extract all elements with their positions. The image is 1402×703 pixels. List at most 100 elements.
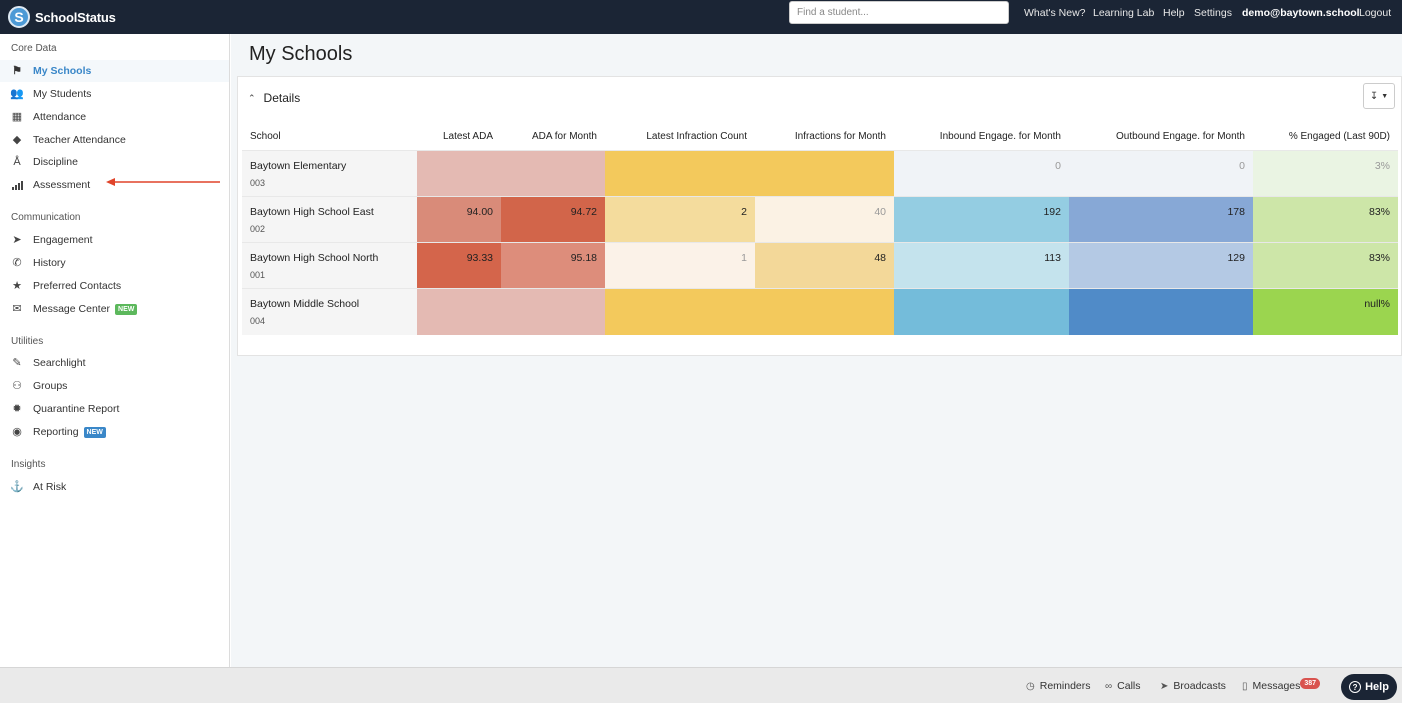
star-icon: ★ [12,279,22,292]
school-name-cell[interactable]: Baytown Middle School 004 [242,289,417,335]
sidebar-item-my-students[interactable]: 👥 My Students [0,83,229,105]
heat-cell [501,151,605,197]
brand[interactable]: S SchoolStatus [8,4,116,30]
column-header-latest-infraction[interactable]: Latest Infraction Count [646,130,747,142]
heat-cell: 40 [755,197,894,243]
sidebar-item-at-risk[interactable]: ⚓ At Risk [0,476,229,498]
heat-cell [755,151,894,197]
messages-label: Messages [1252,680,1301,692]
sidebar-item-label: My Students [33,88,92,100]
bar-chart-icon [11,179,23,191]
calls-button[interactable]: ∞ Calls [1105,668,1140,703]
section-title-utilities: Utilities [11,336,44,347]
table-row[interactable]: Baytown Elementary 003 0 0 3% [242,150,1398,197]
table-row[interactable]: Baytown High School East 002 94.00 94.72 2 40… [242,196,1398,243]
sidebar-item-preferred-contacts[interactable]: ★ Preferred Contacts [0,275,229,297]
sidebar-item-attendance[interactable]: ▦ Attendance [0,106,229,128]
heat-cell: 0 [894,151,1069,197]
school-name-cell[interactable]: Baytown High School North 001 [242,243,417,289]
sidebar-item-my-schools[interactable]: ⚑ My Schools [0,60,229,82]
broadcasts-label: Broadcasts [1173,680,1226,692]
heat-cell [755,289,894,335]
sidebar-item-history[interactable]: ✆ History [0,252,229,274]
chevron-down-icon: ▼ [1381,92,1389,100]
school-name-cell[interactable]: Baytown High School East 002 [242,197,417,243]
sidebar-item-label: Quarantine Report [33,403,120,415]
students-icon: 👥 [10,87,24,100]
column-header-ada-month[interactable]: ADA for Month [531,130,597,142]
user-menu[interactable]: demo@baytown.school [1242,7,1360,19]
logo-icon: S [8,6,30,28]
column-header-engaged[interactable]: % Engaged (Last 90D) [1288,130,1390,142]
school-name[interactable]: Baytown High School North [250,252,379,264]
column-header-infractions-month[interactable]: Infractions for Month [794,130,886,142]
collapse-caret-icon[interactable]: ⌃ [248,92,256,103]
logout-link[interactable]: Logout [1359,7,1392,19]
heat-cell [605,151,755,197]
sidebar-item-teacher-attendance[interactable]: ◆ Teacher Attendance [0,129,229,151]
panel-title: Details [263,91,301,105]
help-button[interactable]: ? Help [1341,674,1397,700]
sidebar-item-label: My Schools [33,65,92,77]
messages-button[interactable]: ▯ Messages 387 [1242,668,1321,703]
sidebar-item-label: Preferred Contacts [33,280,122,292]
top-navbar: S SchoolStatus What's New? Learning Lab … [0,0,1402,34]
heat-cell: 129 [1069,243,1253,289]
sidebar-item-groups[interactable]: ⚇ Groups [0,375,229,397]
megaphone-icon: ➤ [1160,680,1169,692]
messages-icon: ▯ [1242,680,1248,692]
student-search-input[interactable] [789,1,1009,24]
heat-cell: 93.33 [417,243,501,289]
reminders-button[interactable]: ◷ Reminders [1026,668,1091,703]
clock-icon: ◷ [1026,680,1035,692]
help-link[interactable]: Help [1163,7,1185,19]
sidebar-item-label: Reporting [33,426,79,438]
sidebar-item-quarantine-report[interactable]: ✹ Quarantine Report [0,398,229,420]
school-name[interactable]: Baytown Elementary [250,160,347,172]
whats-new-link[interactable]: What's New? [1024,7,1086,19]
export-button[interactable]: ↧ ▼ [1363,83,1395,109]
learning-lab-link[interactable]: Learning Lab [1093,7,1155,19]
school-name[interactable]: Baytown Middle School [250,298,360,310]
message-icon: ✉ [12,302,22,315]
groups-icon: ⚇ [12,379,22,392]
heat-cell [894,289,1069,335]
sidebar-item-message-center[interactable]: ✉ Message Center NEW [0,298,229,320]
column-header-latest-ada[interactable]: Latest ADA [442,130,493,142]
sidebar-item-label: At Risk [33,481,67,493]
sidebar-item-searchlight[interactable]: ✎ Searchlight [0,352,229,374]
sidebar-item-reporting[interactable]: ◉ Reporting NEW [0,421,229,443]
reminders-label: Reminders [1039,680,1091,692]
calls-label: Calls [1117,680,1141,692]
phone-icon: ✆ [12,256,22,269]
sidebar-item-discipline[interactable]: Å Discipline [0,151,229,173]
table-header: School Latest ADA ADA for Month Latest I… [242,122,1398,150]
at-risk-icon: ⚓ [10,480,24,493]
column-header-inbound[interactable]: Inbound Engage. for Month [939,130,1061,142]
broadcasts-button[interactable]: ➤ Broadcasts [1160,668,1226,703]
column-header-school[interactable]: School [250,130,281,142]
sidebar-item-engagement[interactable]: ➤ Engagement [0,229,229,251]
table-row[interactable]: Baytown Middle School 004 null% [242,288,1398,335]
school-name[interactable]: Baytown High School East [250,206,374,218]
sidebar-item-label: Teacher Attendance [33,134,126,146]
table-body: Baytown Elementary 003 0 0 3% Baytown High Sc… [242,150,1398,335]
sidebar-item-assessment[interactable]: Assessment [0,174,229,196]
heat-cell [417,151,501,197]
flashlight-icon: ✎ [12,356,22,369]
heat-cell: 192 [894,197,1069,243]
sidebar-item-label: Discipline [33,156,78,168]
section-title-communication: Communication [11,212,81,223]
settings-link[interactable]: Settings [1194,7,1232,19]
sidebar-item-label: Engagement [33,234,93,246]
panel-header[interactable]: ⌃ Details [248,91,300,105]
sidebar-item-label: Message Center [33,303,111,315]
table-row[interactable]: Baytown High School North 001 93.33 95.18 1 4… [242,242,1398,289]
heat-cell [1069,289,1253,335]
gavel-icon: Å [13,155,21,168]
virus-icon: ✹ [12,402,22,415]
school-name-cell[interactable]: Baytown Elementary 003 [242,151,417,197]
details-panel: ⌃ Details ↧ ▼ School Latest ADA ADA for … [237,76,1402,356]
tag-icon: ◆ [12,133,22,146]
column-header-outbound[interactable]: Outbound Engage. for Month [1116,130,1245,142]
